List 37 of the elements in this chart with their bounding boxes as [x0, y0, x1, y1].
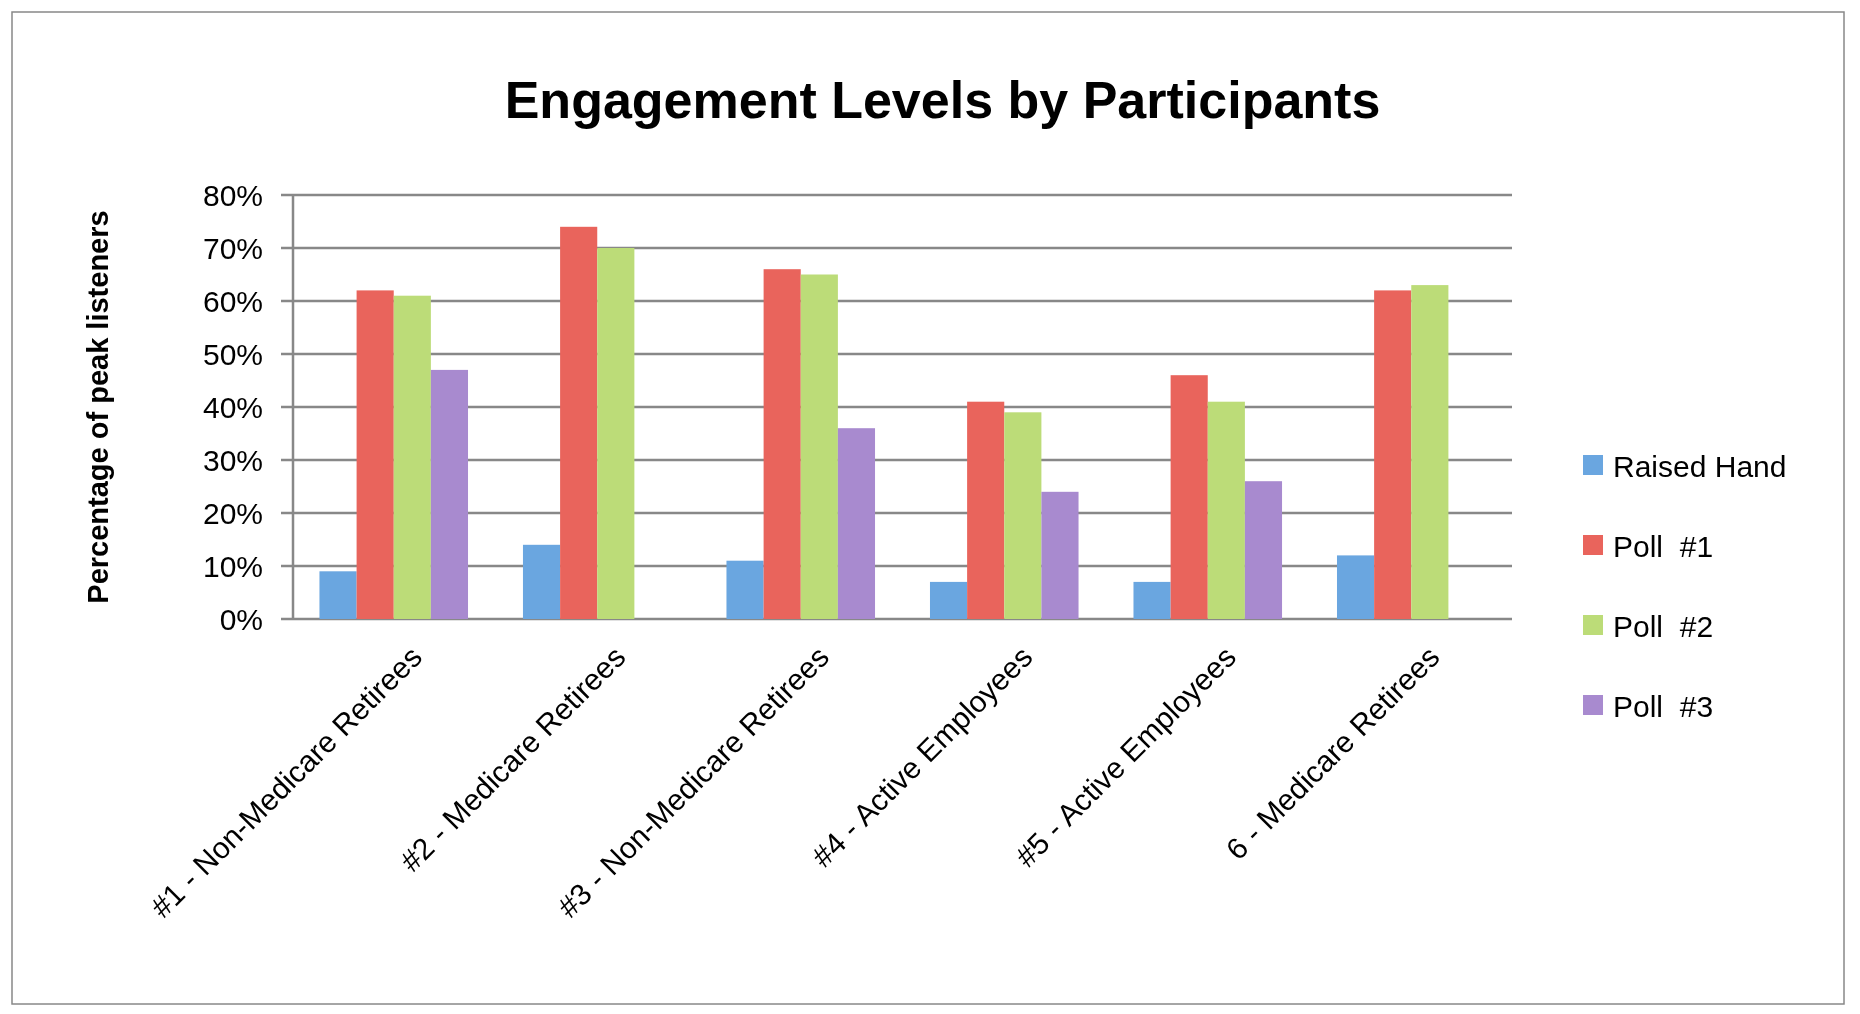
y-axis-title: Percentage of peak listeners [82, 210, 114, 604]
y-tick-label: 80% [202, 178, 263, 212]
y-tick-label: 70% [202, 231, 263, 265]
bar [597, 248, 635, 619]
bar [837, 428, 876, 619]
bar [967, 401, 1005, 619]
legend-label: Raised Hand [1613, 449, 1787, 483]
bar [929, 581, 968, 619]
bar [1411, 285, 1449, 619]
bar [800, 274, 838, 619]
bar [726, 560, 764, 619]
legend-label: Poll #3 [1613, 689, 1714, 723]
bar [356, 290, 394, 619]
bar [1336, 555, 1375, 619]
bar [1041, 491, 1079, 619]
bar [1374, 290, 1412, 619]
bar [763, 269, 801, 619]
y-tick-label: 40% [202, 390, 263, 424]
bar [430, 369, 469, 619]
bar [1133, 581, 1171, 619]
y-tick-label: 20% [202, 496, 263, 530]
chart-title: Engagement Levels by Participants [504, 71, 1381, 129]
bar [1004, 412, 1042, 619]
y-tick-label: 50% [202, 337, 263, 371]
legend-label: Poll #1 [1613, 529, 1714, 563]
bar [522, 544, 561, 619]
bar [1170, 375, 1208, 619]
legend-label: Poll #2 [1613, 609, 1714, 643]
bar [1244, 481, 1283, 619]
bar [393, 295, 431, 619]
y-tick-label: 30% [202, 443, 263, 477]
bar [560, 226, 598, 619]
bar [319, 571, 357, 619]
y-tick-label: 60% [202, 284, 263, 318]
bar [1207, 401, 1245, 619]
y-tick-label: 10% [202, 549, 263, 583]
y-tick-label: 0% [219, 602, 263, 636]
